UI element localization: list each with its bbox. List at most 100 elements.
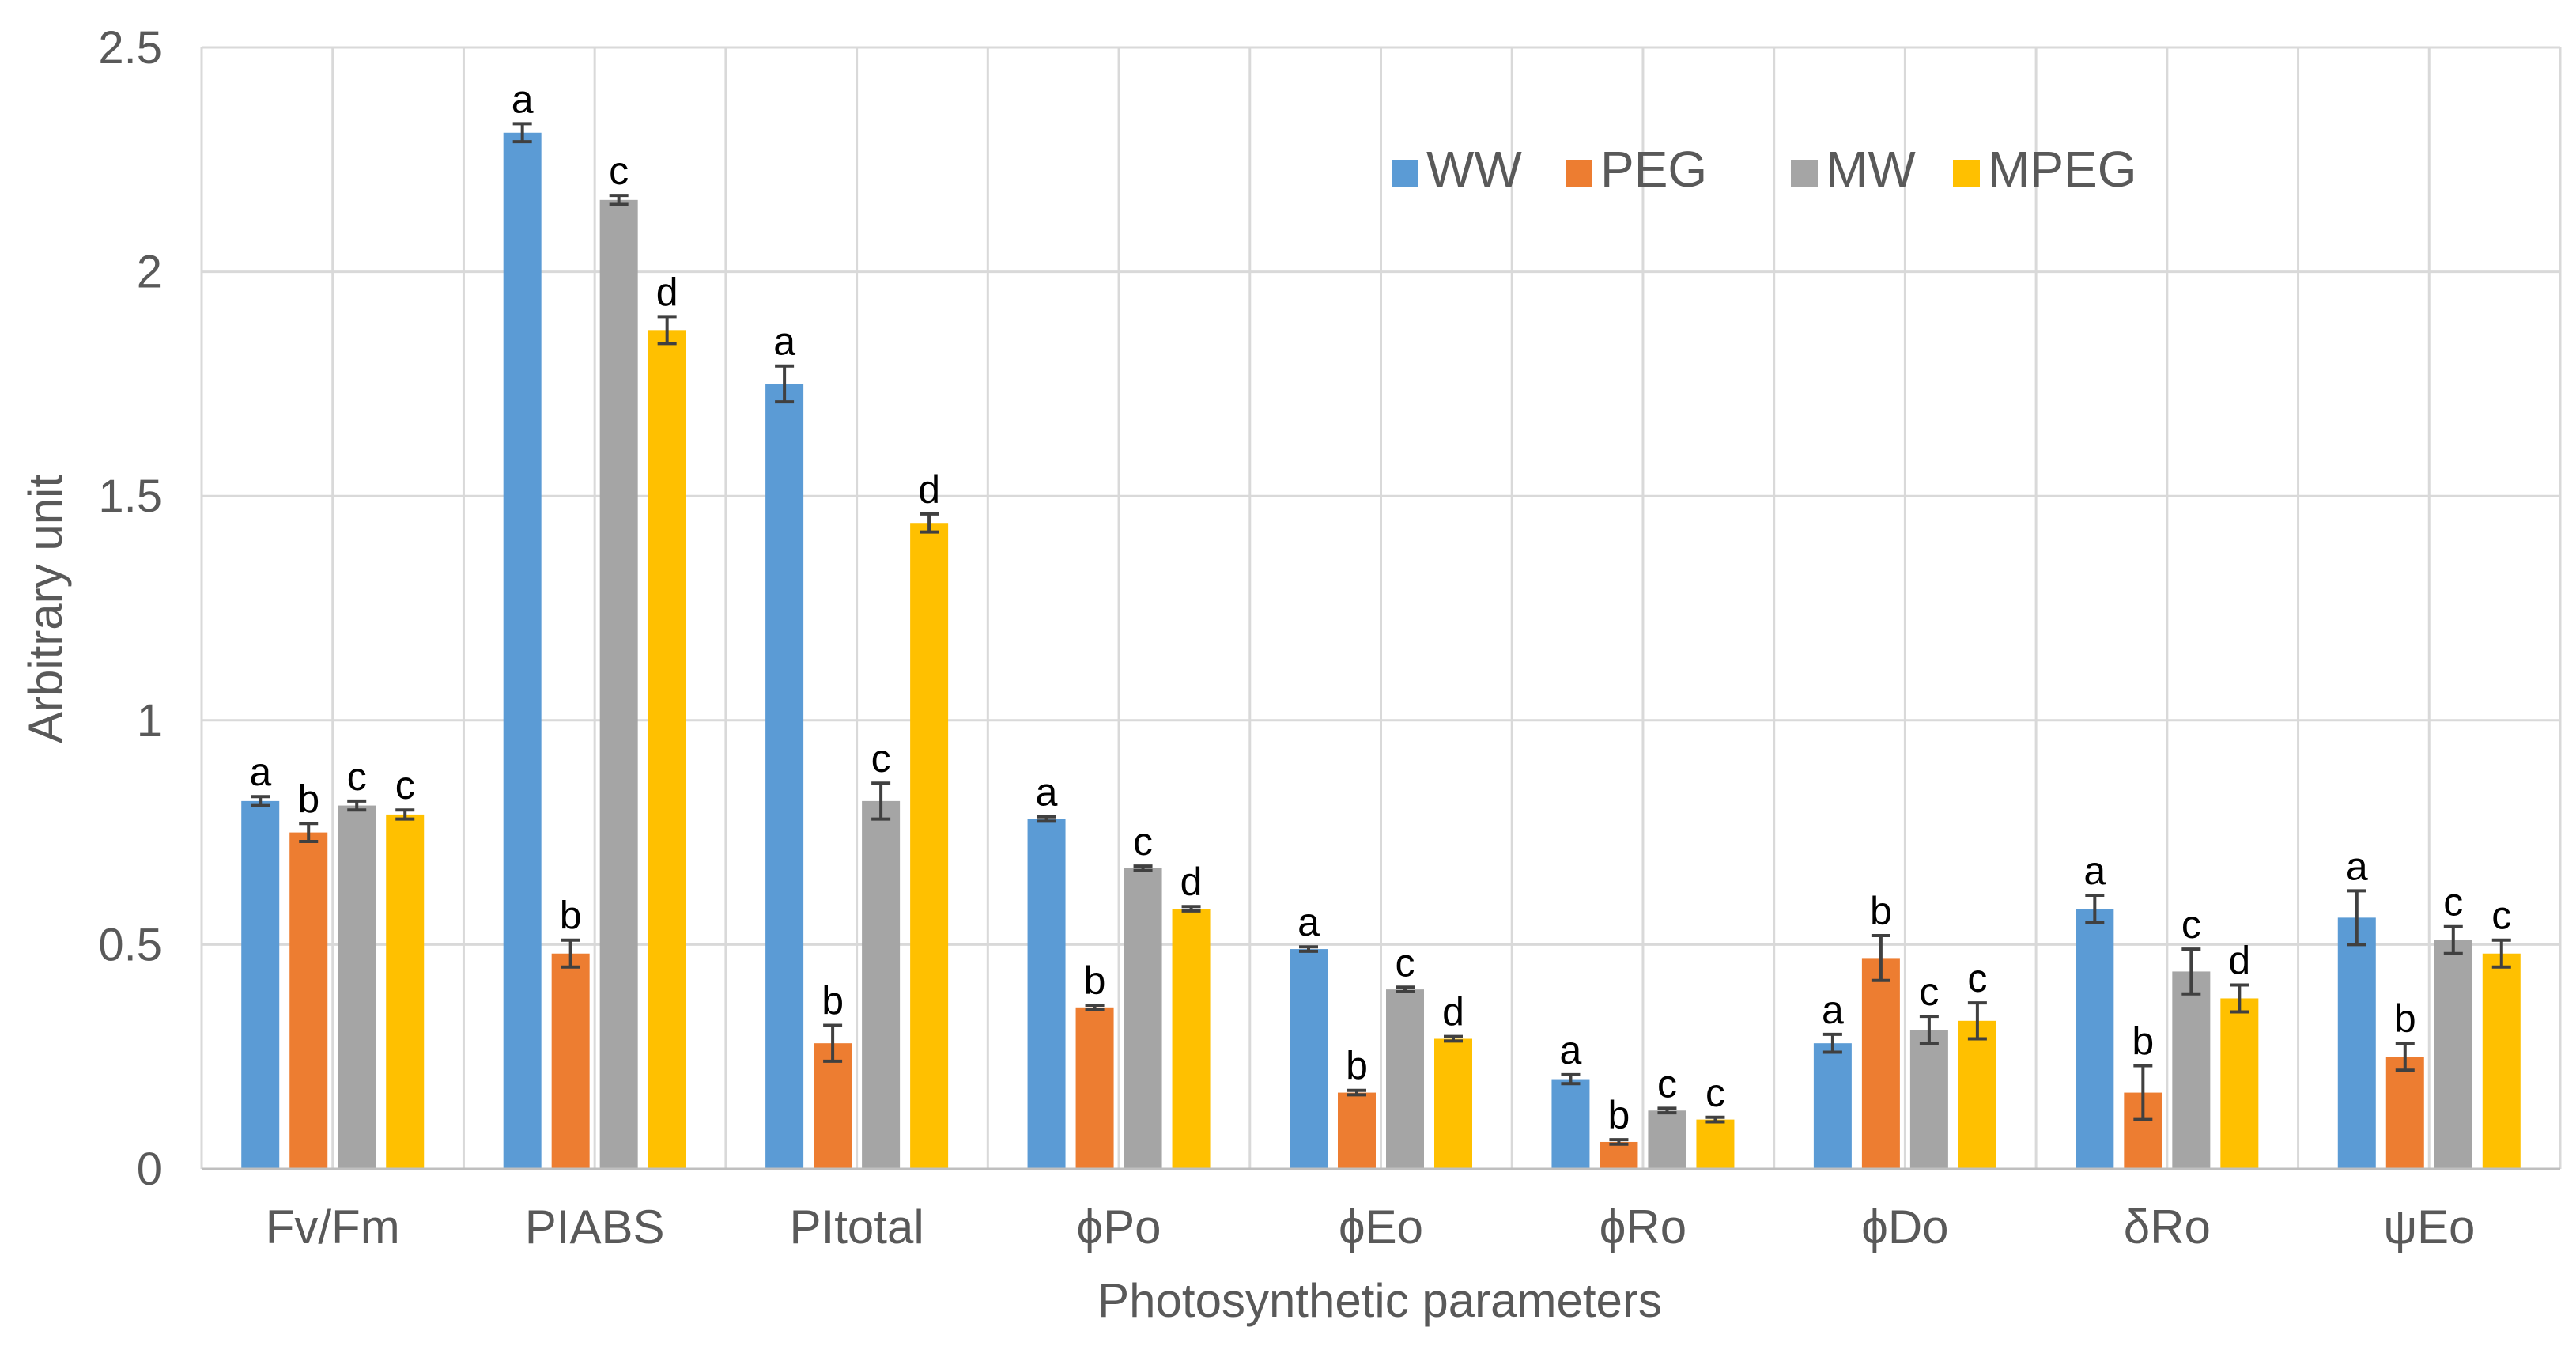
legend-item-mw: MW: [1791, 141, 1916, 198]
legend-item-mpeg: MPEG: [1953, 141, 2136, 198]
significance-letter: c: [1967, 956, 1987, 1000]
error-bar: [657, 315, 677, 346]
legend-swatch: [1566, 160, 1592, 187]
significance-letter: c: [1919, 970, 1939, 1014]
bar-peg: [551, 953, 590, 1169]
error-bar: [1037, 815, 1056, 823]
x-tick-label: ϕRo: [1600, 1201, 1686, 1253]
bar-peg: [289, 832, 328, 1169]
error-bar: [2230, 983, 2249, 1014]
significance-letter: a: [249, 750, 271, 794]
gridlines: [200, 46, 2562, 1169]
legend-swatch: [1791, 160, 1818, 187]
error-bar: [2443, 924, 2463, 955]
error-bar: [251, 795, 270, 807]
significance-letter: c: [347, 754, 367, 799]
error-bar: [823, 1023, 843, 1063]
bar-mpeg: [1958, 1020, 1996, 1169]
error-bar: [1822, 1032, 1842, 1054]
significance-letter: c: [609, 149, 629, 193]
significance-letter: b: [297, 777, 319, 821]
y-tick-label: 1: [137, 695, 162, 747]
error-bar: [2395, 1042, 2415, 1072]
significance-letter: a: [1297, 900, 1320, 944]
legend-swatch: [1392, 160, 1418, 187]
axes: 0 0.5 1 1.5 2 2.5 Fv/Fm PIABS PItotal ϕPo ϕEo ϕRo ϕD…: [98, 22, 2560, 1253]
error-bar: [1967, 1001, 1987, 1041]
bar-mpeg: [2220, 998, 2259, 1169]
error-bar: [1085, 1003, 1105, 1011]
significance-letter: c: [871, 736, 891, 781]
legend-label: MW: [1826, 141, 1916, 198]
significance-letter: c: [2443, 880, 2463, 924]
bar-mw: [1909, 1030, 1948, 1169]
x-tick-label: δRo: [2124, 1201, 2211, 1253]
significance-letter: d: [918, 467, 940, 512]
y-tick-label: 2: [137, 247, 162, 298]
bar-peg: [1861, 958, 1900, 1169]
error-bar: [347, 799, 367, 812]
significance-letter: b: [560, 894, 582, 938]
x-tick-label: Fv/Fm: [266, 1201, 400, 1253]
legend-label: WW: [1426, 141, 1522, 198]
bar-mw: [599, 199, 638, 1169]
bar-mw: [1124, 868, 1162, 1169]
significance-letter: a: [2346, 844, 2368, 888]
error-bar: [871, 781, 891, 821]
bar-ww: [1027, 819, 1066, 1169]
bar-mpeg: [648, 330, 686, 1170]
legend-item-peg: PEG: [1566, 141, 1707, 198]
error-bar: [1347, 1088, 1366, 1097]
significance-letter: c: [1396, 940, 1415, 985]
significance-letter: b: [1346, 1044, 1368, 1088]
error-bar: [1561, 1072, 1581, 1086]
bar-peg: [814, 1043, 852, 1169]
bar-mpeg: [1696, 1119, 1735, 1169]
significance-letter: d: [1442, 990, 1464, 1034]
x-tick-label: PItotal: [790, 1201, 924, 1253]
bar-mw: [2172, 971, 2211, 1169]
y-tick-label: 0.5: [98, 919, 162, 970]
significance-letter: c: [395, 763, 415, 807]
error-bar: [2347, 889, 2366, 947]
bar-ww: [1551, 1079, 1590, 1169]
error-bars: [251, 122, 2511, 1146]
bar-ww: [241, 800, 280, 1169]
significance-letter: b: [1870, 889, 1892, 933]
error-bar: [1871, 934, 1890, 982]
significance-letter: a: [773, 320, 795, 364]
error-bar: [395, 808, 415, 821]
x-axis-title: Photosynthetic parameters: [1097, 1274, 1662, 1327]
error-bar: [609, 194, 629, 206]
bar-ww: [1813, 1043, 1852, 1169]
error-bar: [1444, 1034, 1463, 1043]
legend-swatch: [1953, 160, 1980, 187]
significance-letter: c: [1133, 819, 1153, 864]
bar-peg: [1338, 1092, 1376, 1169]
error-bar: [2133, 1064, 2153, 1121]
error-bar: [1181, 905, 1201, 913]
bar-mpeg: [2482, 953, 2521, 1169]
error-bar: [512, 122, 532, 144]
significance-letter: c: [2181, 902, 2201, 947]
bar-mw: [1386, 989, 1424, 1169]
bar-mpeg: [1172, 909, 1211, 1169]
bar-ww: [765, 384, 804, 1169]
significance-letter: c: [1705, 1071, 1725, 1115]
y-tick-label: 1.5: [98, 471, 162, 522]
y-axis-title: Arbitrary unit: [19, 475, 72, 743]
error-bar: [920, 512, 939, 534]
error-bar: [1299, 945, 1318, 953]
y-tick-label: 2.5: [98, 22, 162, 74]
significance-letter: b: [2132, 1019, 2154, 1064]
bar-peg: [2385, 1057, 2424, 1169]
bars: [241, 132, 2521, 1170]
legend: WW PEG MW MPEG: [1392, 141, 2136, 198]
significance-letter: b: [2394, 996, 2416, 1041]
error-bar: [1919, 1015, 1939, 1045]
bar-mw: [862, 800, 901, 1169]
error-bar: [1609, 1138, 1629, 1146]
bar-mw: [2434, 940, 2472, 1169]
x-tick-label: ϕPo: [1077, 1201, 1161, 1253]
